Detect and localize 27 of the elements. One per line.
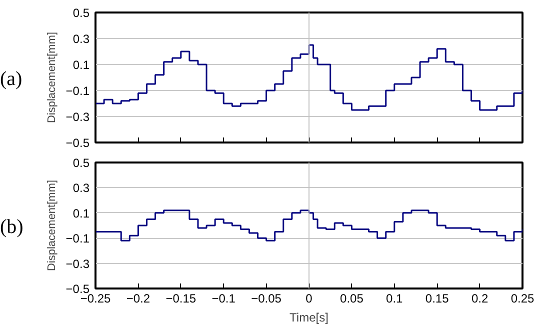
x-tick-label: −0.2 [126, 292, 150, 306]
text: (b) [0, 215, 24, 240]
y-axis-title: Displacement[mm] [46, 32, 58, 124]
x-tick-label: 0.1 [386, 292, 404, 306]
y-tick-label: −0.1 [66, 232, 90, 246]
x-tick-label: 0.2 [471, 292, 488, 306]
y-tick-label: 0.5 [72, 156, 90, 170]
y-tick-label: 0.5 [72, 6, 90, 20]
y-tick-label: 0.1 [72, 58, 90, 72]
y-tick-label: 0.3 [72, 181, 90, 196]
x-tick-label: −0.15 [166, 292, 196, 306]
y-tick-label: 0.1 [72, 206, 90, 220]
x-tick-label: −0.1 [212, 292, 236, 306]
x-tick-label: 0.25 [510, 292, 535, 306]
y-tick-label: −0.5 [66, 136, 90, 150]
y-tick-label: −0.3 [66, 110, 90, 124]
x-tick-label: −0.05 [251, 292, 282, 306]
x-tick-label: 0 [306, 292, 313, 306]
x-tick-label: 0.15 [425, 292, 450, 306]
x-tick-label: 0.05 [340, 292, 364, 306]
y-tick-label: −0.1 [66, 84, 90, 98]
y-axis-title: Displacement[mm] [46, 180, 58, 272]
text: (a) [0, 67, 22, 92]
y-tick-label: −0.3 [66, 256, 90, 271]
y-tick-label: −0.5 [66, 282, 90, 296]
x-axis-title: Time[s] [290, 310, 328, 324]
y-tick-label: 0.3 [72, 32, 90, 46]
